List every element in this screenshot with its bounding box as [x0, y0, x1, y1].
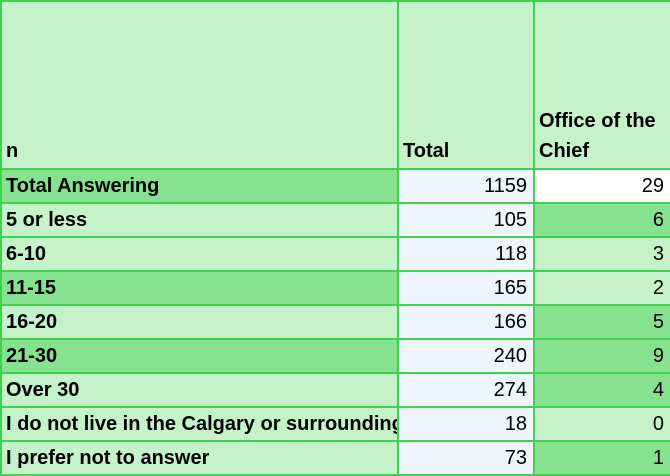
chief-cell[interactable]: 3 [533, 236, 670, 272]
header-cell-label[interactable]: n [0, 0, 399, 170]
table-row: I do not live in the Calgary or surround… [0, 406, 670, 442]
total-cell[interactable]: 1159 [397, 168, 535, 204]
row-label-cell[interactable]: 6-10 [0, 236, 399, 272]
total-cell[interactable]: 274 [397, 372, 535, 408]
row-label-cell[interactable]: I prefer not to answer [0, 440, 399, 476]
total-cell[interactable]: 165 [397, 270, 535, 306]
row-label-cell[interactable]: I do not live in the Calgary or surround… [0, 406, 399, 442]
chief-cell[interactable]: 6 [533, 202, 670, 238]
total-cell[interactable]: 240 [397, 338, 535, 374]
chief-cell[interactable]: 5 [533, 304, 670, 340]
header-cell-chief[interactable]: Office of the Chief [533, 0, 670, 170]
header-cell-total[interactable]: Total [397, 0, 535, 170]
total-cell[interactable]: 118 [397, 236, 535, 272]
total-cell[interactable]: 18 [397, 406, 535, 442]
row-label-cell[interactable]: 5 or less [0, 202, 399, 238]
table-row: 11-15 165 2 [0, 270, 670, 306]
row-label-cell[interactable]: 16-20 [0, 304, 399, 340]
total-cell[interactable]: 166 [397, 304, 535, 340]
row-label-cell[interactable]: 11-15 [0, 270, 399, 306]
table-row: Total Answering 1159 29 [0, 168, 670, 204]
table-row: 6-10 118 3 [0, 236, 670, 272]
chief-cell[interactable]: 0 [533, 406, 670, 442]
chief-cell[interactable]: 29 [533, 168, 670, 204]
row-label-cell[interactable]: Total Answering [0, 168, 399, 204]
chief-cell[interactable]: 4 [533, 372, 670, 408]
table-row: 5 or less 105 6 [0, 202, 670, 238]
table-row: 21-30 240 9 [0, 338, 670, 374]
table-row: Over 30 274 4 [0, 372, 670, 408]
table-row: I prefer not to answer 73 1 [0, 440, 670, 476]
total-cell[interactable]: 73 [397, 440, 535, 476]
table-row: 16-20 166 5 [0, 304, 670, 340]
row-label-cell[interactable]: Over 30 [0, 372, 399, 408]
row-label-cell[interactable]: 21-30 [0, 338, 399, 374]
chief-cell[interactable]: 1 [533, 440, 670, 476]
header-row: n Total Office of the Chief [0, 0, 670, 170]
chief-cell[interactable]: 2 [533, 270, 670, 306]
total-cell[interactable]: 105 [397, 202, 535, 238]
chief-cell[interactable]: 9 [533, 338, 670, 374]
